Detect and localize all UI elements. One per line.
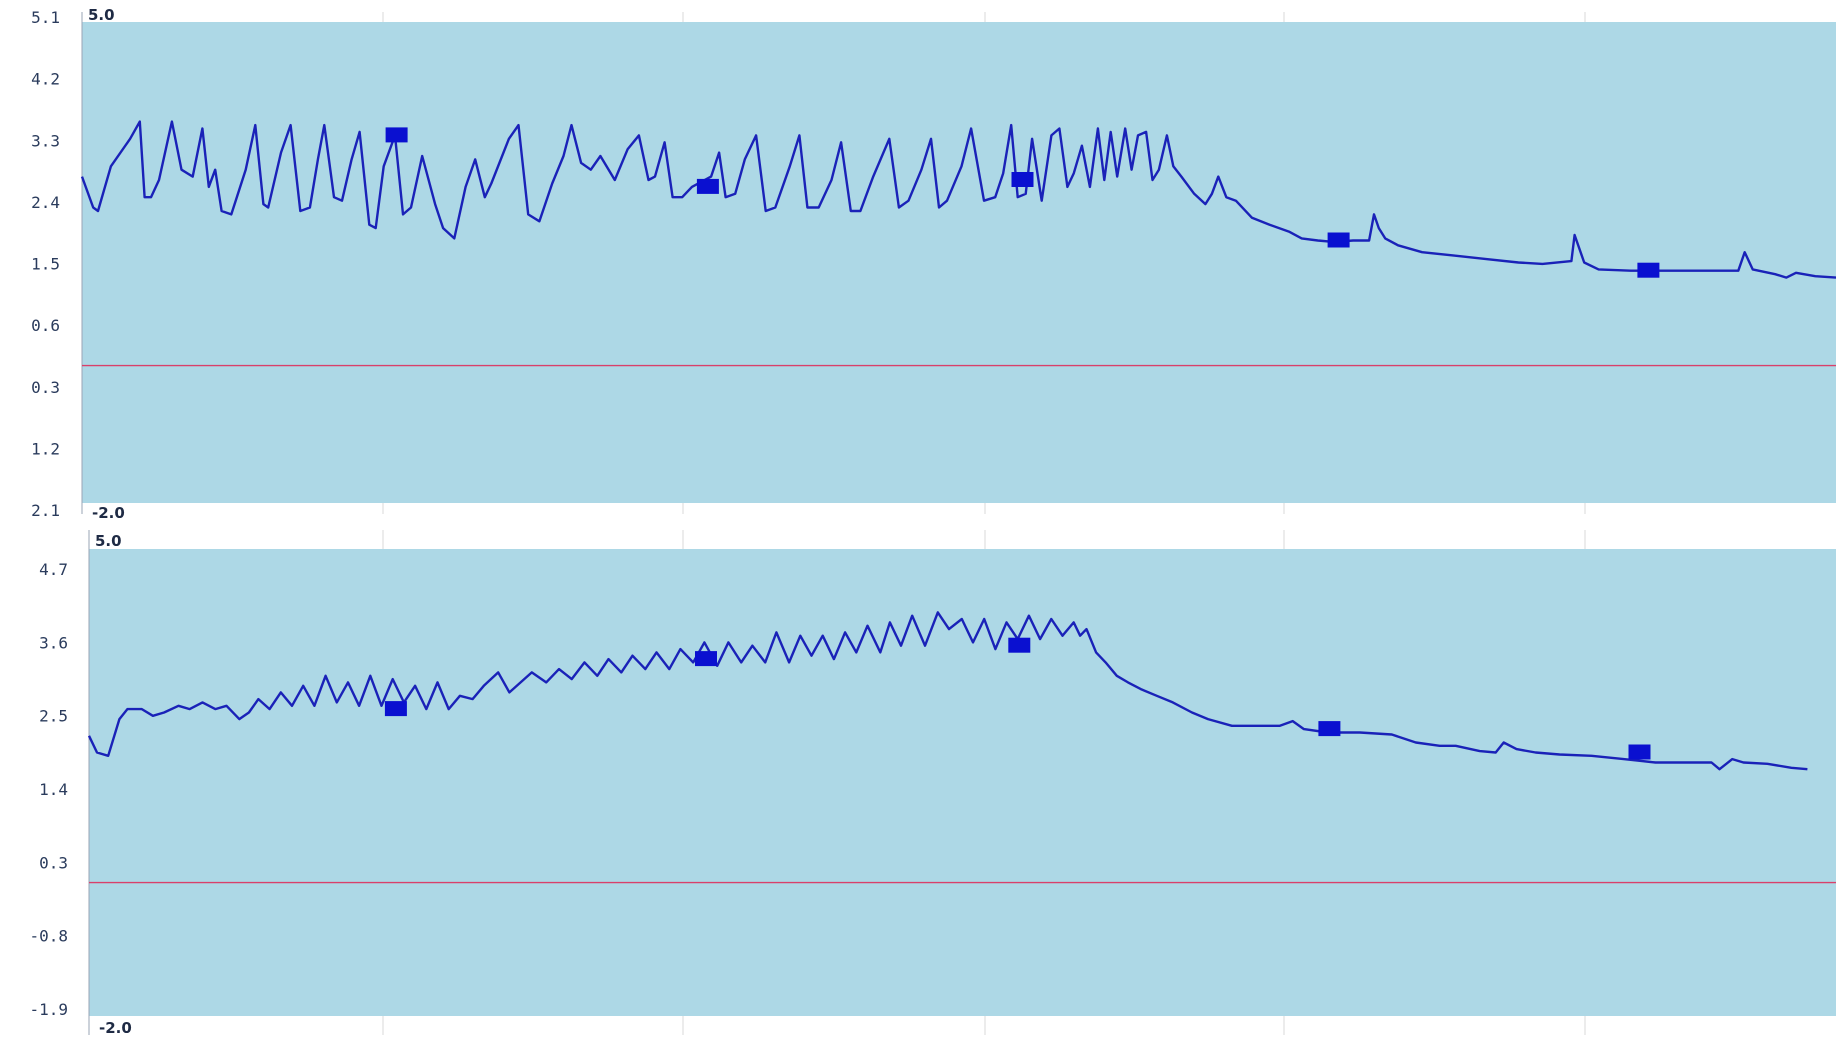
y-tick-label: -0.8 [29, 927, 68, 946]
top-chart-y-ticks: 5.1 4.2 3.3 2.4 1.5 0.6 0.3 1.2 2.1 [31, 8, 60, 520]
bottom-chart-ymax-label: 5.0 [95, 532, 122, 550]
bottom-plot-area [89, 549, 1836, 1016]
data-marker [695, 651, 717, 667]
data-marker [696, 178, 719, 194]
y-tick-label: 2.5 [39, 707, 68, 726]
data-marker [384, 701, 407, 717]
bottom-chart-markers [384, 637, 1651, 760]
data-marker [1008, 637, 1031, 653]
y-tick-label: 5.1 [31, 8, 60, 27]
y-tick-label: 1.2 [31, 439, 60, 458]
data-marker [1011, 172, 1034, 187]
y-tick-label: 0.3 [31, 378, 60, 397]
bottom-chart-ymin-label: -2.0 [99, 1019, 132, 1037]
top-chart-ymax-label: 5.0 [88, 6, 115, 24]
data-marker [1327, 232, 1350, 248]
top-chart-ymin-label: -2.0 [92, 504, 125, 522]
data-marker [385, 127, 408, 143]
bottom-chart-y-ticks: 4.7 3.6 2.5 1.4 0.3 -0.8 -1.9 [29, 560, 68, 1019]
top-plot-area [82, 22, 1836, 503]
y-tick-label: 0.6 [31, 316, 60, 335]
y-tick-label: 0.3 [39, 853, 68, 872]
y-tick-label: 2.4 [31, 193, 60, 212]
y-tick-label: 4.7 [39, 560, 68, 579]
y-tick-label: 1.5 [31, 255, 60, 274]
top-chart-panel: 5.0 -2.0 5.1 4.2 3.3 2.4 1.5 0.6 0.3 1.2 2.1 [31, 6, 1836, 522]
data-marker [1628, 744, 1651, 760]
top-chart-markers [385, 127, 1660, 278]
bottom-chart-series-line [87, 611, 1808, 771]
y-tick-label: 3.6 [39, 633, 68, 652]
data-marker [1637, 262, 1660, 278]
bottom-chart-panel: 5.0 -2.0 4.7 3.6 2.5 1.4 0.3 -0.8 -1.9 [29, 530, 1836, 1037]
data-marker [1318, 721, 1341, 737]
y-tick-label: 2.1 [31, 501, 60, 520]
y-tick-label: 3.3 [31, 131, 60, 150]
y-tick-label: -1.9 [29, 1000, 68, 1019]
y-tick-label: 4.2 [31, 70, 60, 89]
y-tick-label: 1.4 [39, 780, 68, 799]
